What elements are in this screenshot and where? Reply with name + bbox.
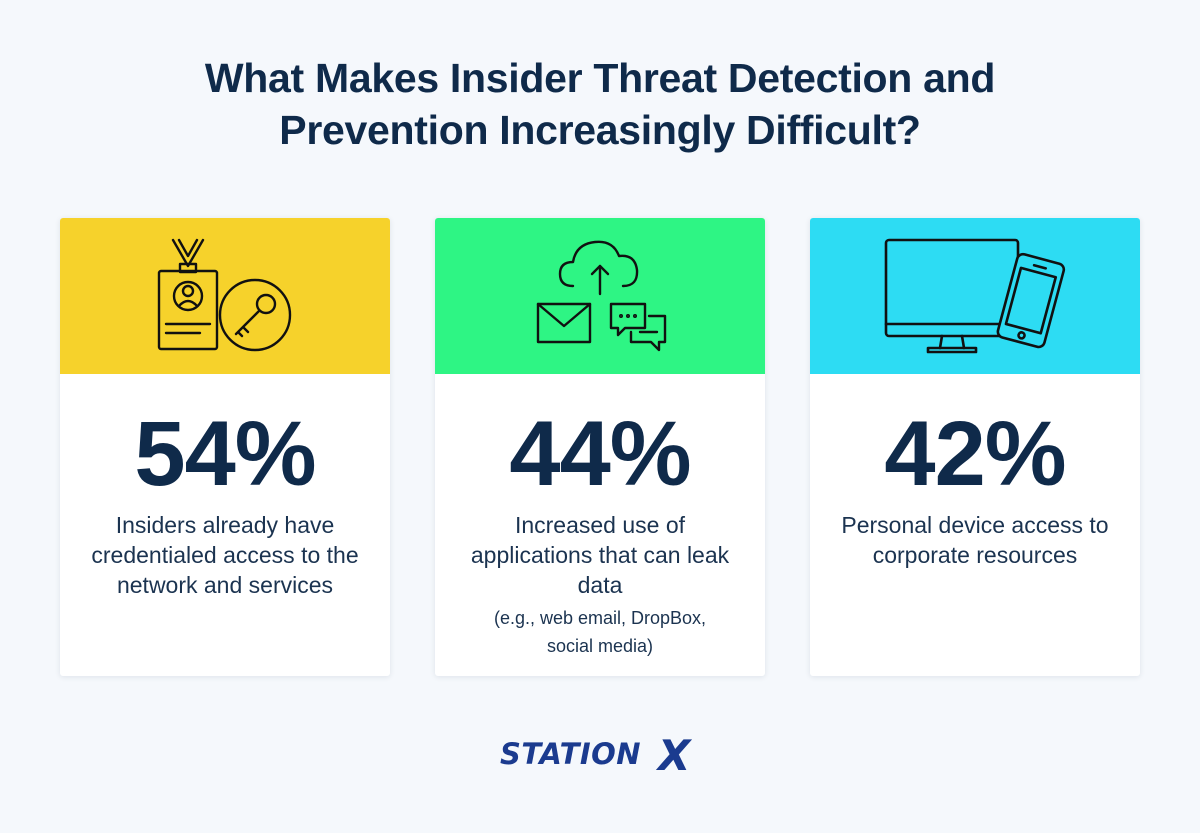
page-title: What Makes Insider Threat Detection and … — [0, 52, 1200, 156]
stat-description: Personal device access to corporate reso… — [841, 512, 1109, 568]
logo-x-mark: X — [658, 731, 691, 780]
title-line-2: Prevention Increasingly Difficult? — [279, 107, 921, 153]
monitor-phone-icon — [884, 238, 1066, 354]
stat-note: (e.g., web email, DropBox, social media) — [493, 608, 707, 656]
stationx-logo: STATION X — [500, 731, 700, 780]
card-header — [810, 218, 1140, 374]
stat-percent: 42% — [884, 403, 1066, 505]
title-line-1: What Makes Insider Threat Detection and — [204, 55, 996, 101]
stat-percent: 44% — [509, 403, 691, 505]
cloud-upload-mail-chat-icon — [536, 240, 667, 352]
id-badge-key-icon — [157, 238, 292, 352]
stat-card-applications-leak: 44% Increased use of applications that c… — [435, 218, 765, 676]
card-header — [60, 218, 390, 374]
stat-card-credentialed-access: 54% Insiders already have credentialed a… — [60, 218, 390, 676]
stat-percent: 54% — [134, 403, 316, 505]
card-header — [435, 218, 765, 374]
stat-card-personal-device: 42% Personal device access to corporate … — [810, 218, 1140, 676]
stat-description: Insiders already have credentialed acces… — [91, 512, 359, 598]
stat-description: Increased use of applications that can l… — [470, 512, 730, 598]
logo-wordmark: STATION — [500, 737, 642, 771]
